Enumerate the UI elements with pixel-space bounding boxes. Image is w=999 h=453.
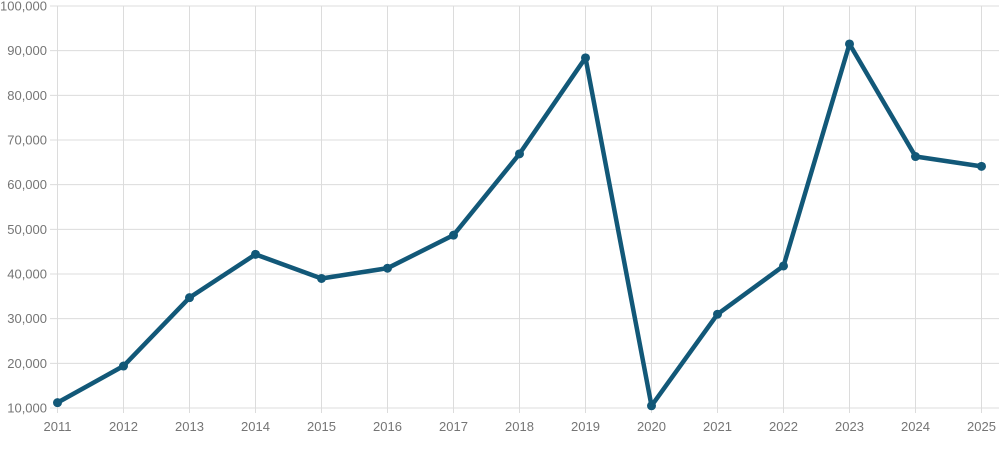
data-point-2017 (449, 230, 458, 240)
y-tick-label: 60,000 (7, 177, 47, 192)
x-tick-label: 2023 (835, 419, 864, 434)
data-point-2022 (779, 261, 788, 271)
x-tick-label: 2024 (901, 419, 930, 434)
x-tick-label: 2022 (769, 419, 798, 434)
x-tick-label: 2014 (241, 419, 270, 434)
data-point-2015 (317, 273, 326, 283)
data-point-2021 (713, 309, 722, 319)
y-tick-label: 20,000 (7, 356, 47, 371)
x-tick-label: 2020 (637, 419, 666, 434)
data-point-2019 (581, 53, 590, 63)
y-tick-label: 90,000 (7, 43, 47, 58)
data-point-2012 (119, 361, 128, 371)
x-tick-label: 2018 (505, 419, 534, 434)
x-tick-label: 2016 (373, 419, 402, 434)
y-tick-label: 100,000 (0, 0, 47, 14)
data-point-2025 (977, 161, 986, 171)
y-tick-label: 10,000 (7, 401, 47, 416)
data-point-2020 (647, 401, 656, 411)
data-point-2023 (845, 39, 854, 49)
data-point-2014 (251, 249, 260, 259)
y-tick-label: 30,000 (7, 311, 47, 326)
x-tick-label: 2025 (967, 419, 996, 434)
x-tick-label: 2013 (175, 419, 204, 434)
x-tick-label: 2011 (44, 419, 72, 434)
y-tick-label: 70,000 (7, 133, 47, 148)
x-tick-label: 2017 (439, 419, 468, 434)
y-tick-label: 80,000 (7, 88, 47, 103)
y-tick-label: 40,000 (7, 267, 47, 282)
data-point-2018 (515, 149, 524, 159)
data-point-2024 (911, 152, 920, 162)
x-tick-label: 2021 (703, 419, 732, 434)
y-tick-label: 50,000 (7, 222, 47, 237)
data-point-2016 (383, 263, 392, 273)
data-point-2013 (185, 293, 194, 303)
x-tick-label: 2019 (571, 419, 600, 434)
x-tick-label: 2015 (307, 419, 336, 434)
data-point-2011 (53, 398, 62, 408)
x-tick-label: 2012 (109, 419, 138, 434)
